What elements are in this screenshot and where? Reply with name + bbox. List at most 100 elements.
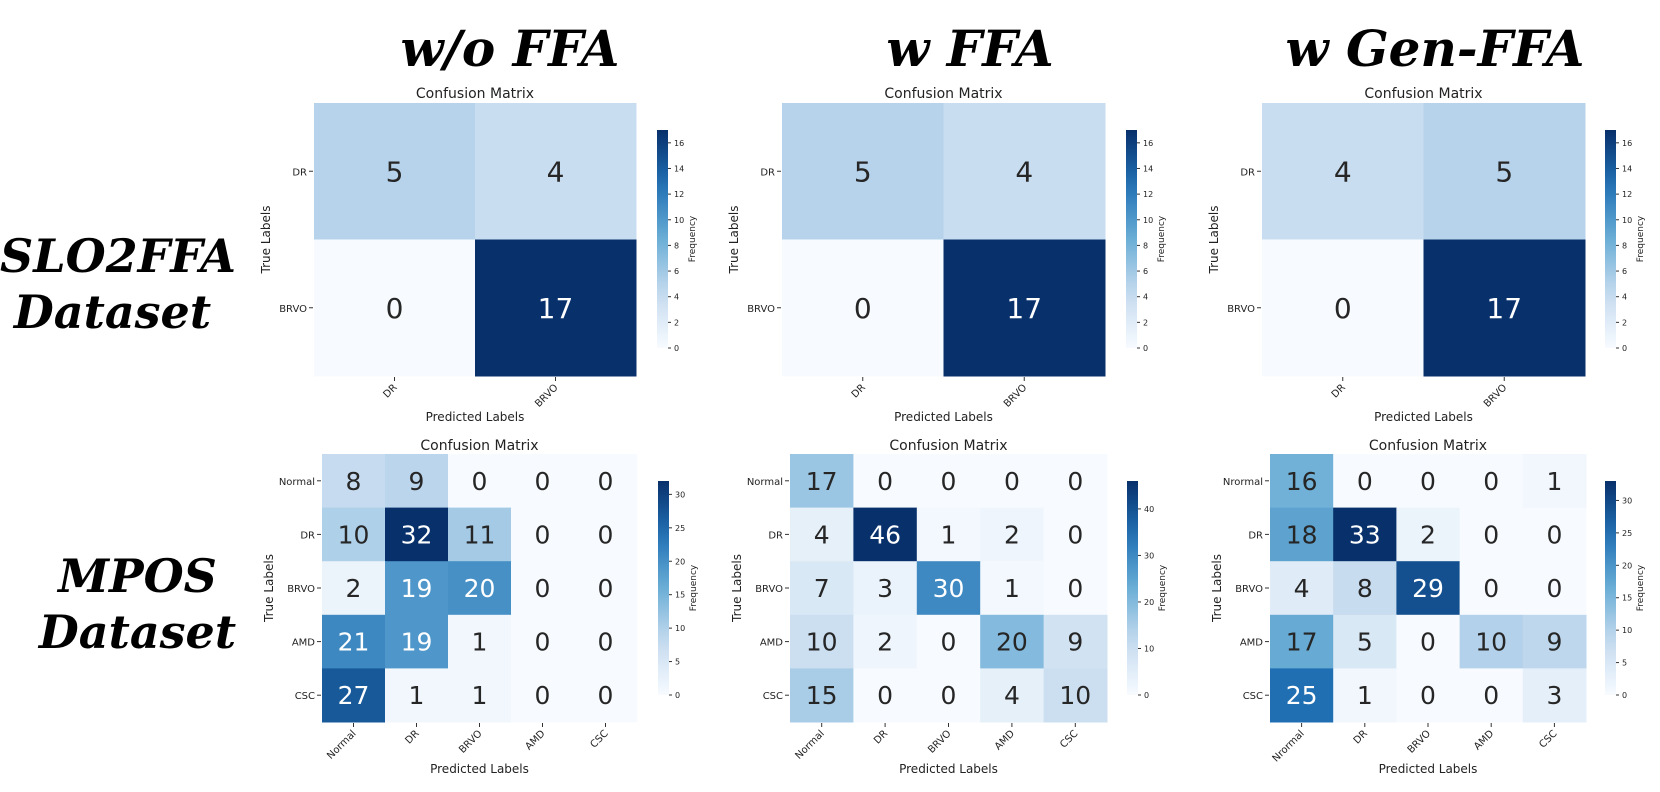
- heatmap-cell: [790, 507, 854, 562]
- heatmap-cell: [980, 668, 1045, 723]
- heatmap-cell: [385, 668, 449, 723]
- cell-value: 19: [401, 574, 433, 603]
- cell-value: 29: [1412, 574, 1444, 603]
- y-tick-label: AMD: [292, 638, 315, 649]
- x-tick-label: BRVO: [1482, 382, 1510, 410]
- heatmap-cell: [1423, 103, 1586, 240]
- heatmap-cell: [1396, 668, 1461, 723]
- colorbar-label: Frequency: [1636, 215, 1646, 262]
- cell-value: 0: [1067, 574, 1083, 603]
- heatmap-cell: [853, 507, 918, 562]
- cell-value: 0: [535, 574, 551, 603]
- cell-value: 30: [933, 574, 965, 603]
- colorbar-tick-label: 12: [1622, 190, 1632, 199]
- row-title-mpos: MPOS Dataset: [20, 548, 255, 660]
- colorbar-label: Frequency: [1157, 215, 1167, 262]
- x-tick-label: DR: [1330, 382, 1348, 400]
- cell-value: 10: [1059, 681, 1091, 710]
- colorbar-tick-label: 2: [1143, 318, 1148, 327]
- heatmap-cell: [1459, 561, 1524, 616]
- y-tick-label: DR: [760, 167, 775, 178]
- colorbar-tick-label: 2: [674, 318, 679, 327]
- heatmap-cell: [1396, 614, 1461, 669]
- heatmap-cell: [1459, 507, 1524, 562]
- heatmap-cell: [853, 454, 918, 509]
- cell-value: 1: [472, 628, 488, 657]
- colorbar-tick-label: 8: [1622, 241, 1627, 250]
- y-tick-label: DR: [1248, 530, 1263, 541]
- x-tick-label: AMD: [993, 728, 1017, 752]
- heatmap-cell: [1043, 454, 1108, 509]
- heatmap-cell: [1270, 614, 1334, 669]
- colorbar-tick-label: 5: [1622, 659, 1627, 668]
- heatmap-cell: [322, 507, 386, 562]
- y-axis-label: True Labels: [1210, 554, 1224, 623]
- heatmap-cell: [1262, 239, 1424, 377]
- heatmap-cell: [916, 454, 981, 509]
- colorbar-tick-label: 25: [675, 524, 685, 533]
- cell-value: 33: [1349, 520, 1381, 549]
- row-title-mpos-line2: Dataset: [38, 605, 237, 659]
- cell-value: 0: [1420, 467, 1436, 496]
- y-tick-label: BRVO: [1235, 584, 1263, 595]
- cell-value: 4: [547, 155, 565, 188]
- cell-value: 0: [535, 628, 551, 657]
- cell-value: 0: [598, 520, 614, 549]
- cell-value: 0: [598, 681, 614, 710]
- y-tick-label: BRVO: [287, 584, 315, 595]
- heatmap-cell: [790, 614, 854, 669]
- y-tick-label: BRVO: [1227, 304, 1255, 315]
- colorbar-tick-label: 10: [675, 624, 685, 633]
- cell-value: 9: [1546, 628, 1562, 657]
- heatmap-cell: [916, 561, 981, 616]
- colorbar-tick-label: 6: [1622, 267, 1627, 276]
- colorbar-tick-label: 30: [1144, 551, 1154, 560]
- heatmap-cell: [574, 454, 638, 509]
- heatmap-slo-wo: Confusion Matrix 5 4 0 17 DR BRVO DR BRVO Predict…: [259, 86, 698, 424]
- x-tick-label: AMD: [1472, 728, 1496, 752]
- x-tick-label: DR: [850, 382, 868, 400]
- y-tick-label: BRVO: [755, 584, 783, 595]
- x-tick-label: DR: [1352, 728, 1370, 746]
- x-tick-label: Nrormal: [1271, 728, 1307, 764]
- cell-value: 1: [472, 681, 488, 710]
- colorbar-tick-label: 0: [675, 691, 680, 700]
- heatmap-cell: [790, 668, 854, 723]
- cell-value: 17: [538, 292, 574, 325]
- cell-value: 5: [386, 155, 404, 188]
- heatmap-cell: [980, 614, 1045, 669]
- colorbar-tick-label: 15: [675, 591, 685, 600]
- colorbar: [658, 481, 669, 695]
- colorbar-label: Frequency: [1636, 564, 1646, 611]
- y-tick-label: DR: [300, 530, 315, 541]
- heatmap-cell: [322, 454, 386, 509]
- cell-value: 0: [1483, 467, 1499, 496]
- heatmap-cell: [448, 561, 512, 616]
- y-tick-label: BRVO: [747, 304, 775, 315]
- heatmap-cell: [853, 561, 918, 616]
- cell-value: 17: [1486, 292, 1522, 325]
- heatmap-cell: [574, 561, 638, 616]
- cell-value: 0: [1483, 681, 1499, 710]
- heatmap-cell: [448, 614, 512, 669]
- colorbar-tick-label: 10: [1144, 644, 1154, 653]
- colorbar-tick-label: 15: [1622, 594, 1632, 603]
- cell-value: 8: [1357, 574, 1373, 603]
- heatmap-cell: [980, 507, 1045, 562]
- colorbar-tick-label: 8: [674, 241, 679, 250]
- colorbar-label: Frequency: [1158, 564, 1168, 611]
- chart-title: Confusion Matrix: [884, 86, 1002, 102]
- cell-value: 21: [338, 628, 370, 657]
- heatmap-cell: [1396, 507, 1461, 562]
- cell-value: 0: [472, 467, 488, 496]
- cell-value: 17: [806, 467, 838, 496]
- heatmap-slo-gen: Confusion Matrix 4 5 0 17 DR BRVO DR BRVO Predict…: [1207, 86, 1646, 424]
- heatmap-cell: [853, 668, 918, 723]
- colorbar-tick-label: 14: [1622, 164, 1632, 173]
- cell-value: 2: [1004, 520, 1020, 549]
- cell-value: 9: [409, 467, 425, 496]
- cell-value: 4: [1334, 155, 1352, 188]
- cell-value: 9: [1067, 628, 1083, 657]
